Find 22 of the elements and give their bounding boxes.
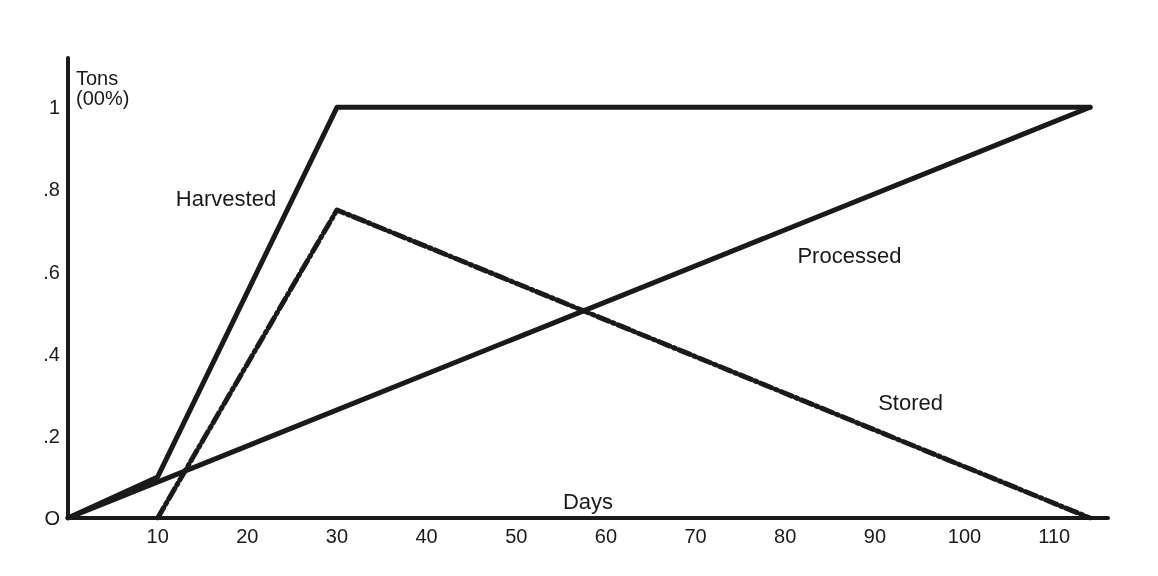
- x-tick-label: 100: [947, 525, 982, 547]
- x-tick-label: 90: [863, 525, 887, 547]
- x-tick-label: 50: [505, 525, 528, 547]
- series-label: Stored: [878, 390, 943, 416]
- y-tick-label: 1: [48, 96, 60, 119]
- x-tick-label: 40: [415, 525, 438, 547]
- x-tick-label: 70: [684, 525, 707, 547]
- x-tick-label: 10: [146, 525, 169, 547]
- y-tick-label: .4: [43, 342, 60, 365]
- x-tick-label: 60: [594, 525, 618, 547]
- y-tick-label: .6: [43, 260, 60, 283]
- x-axis-title: Days: [562, 488, 614, 514]
- y-tick-label: .8: [43, 178, 60, 201]
- y-tick-label: O: [44, 507, 60, 529]
- series-label: Harvested: [175, 186, 277, 212]
- y-axis-title: Tons (00%): [76, 67, 130, 109]
- x-tick-label: 80: [774, 525, 797, 547]
- x-tick-label: 20: [236, 525, 259, 547]
- series-label: Processed: [797, 243, 902, 268]
- x-tick-label: 110: [1038, 525, 1071, 547]
- y-tick-label: .2: [43, 424, 60, 447]
- x-tick-label: 30: [325, 525, 349, 547]
